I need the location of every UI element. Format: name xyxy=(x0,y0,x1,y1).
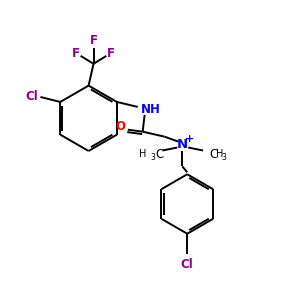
Text: Cl: Cl xyxy=(181,259,194,272)
Text: Cl: Cl xyxy=(26,89,38,103)
Text: 3: 3 xyxy=(151,153,155,162)
Text: H: H xyxy=(139,149,147,160)
Text: O: O xyxy=(116,120,126,133)
Text: N: N xyxy=(177,138,188,151)
Text: F: F xyxy=(107,47,116,60)
Text: C: C xyxy=(155,148,164,161)
Text: 3: 3 xyxy=(221,153,226,162)
Text: F: F xyxy=(89,34,98,46)
Text: H: H xyxy=(216,149,223,160)
Text: +: + xyxy=(184,134,194,144)
Text: NH: NH xyxy=(141,103,160,116)
Text: C: C xyxy=(209,148,217,161)
Text: F: F xyxy=(72,47,80,60)
